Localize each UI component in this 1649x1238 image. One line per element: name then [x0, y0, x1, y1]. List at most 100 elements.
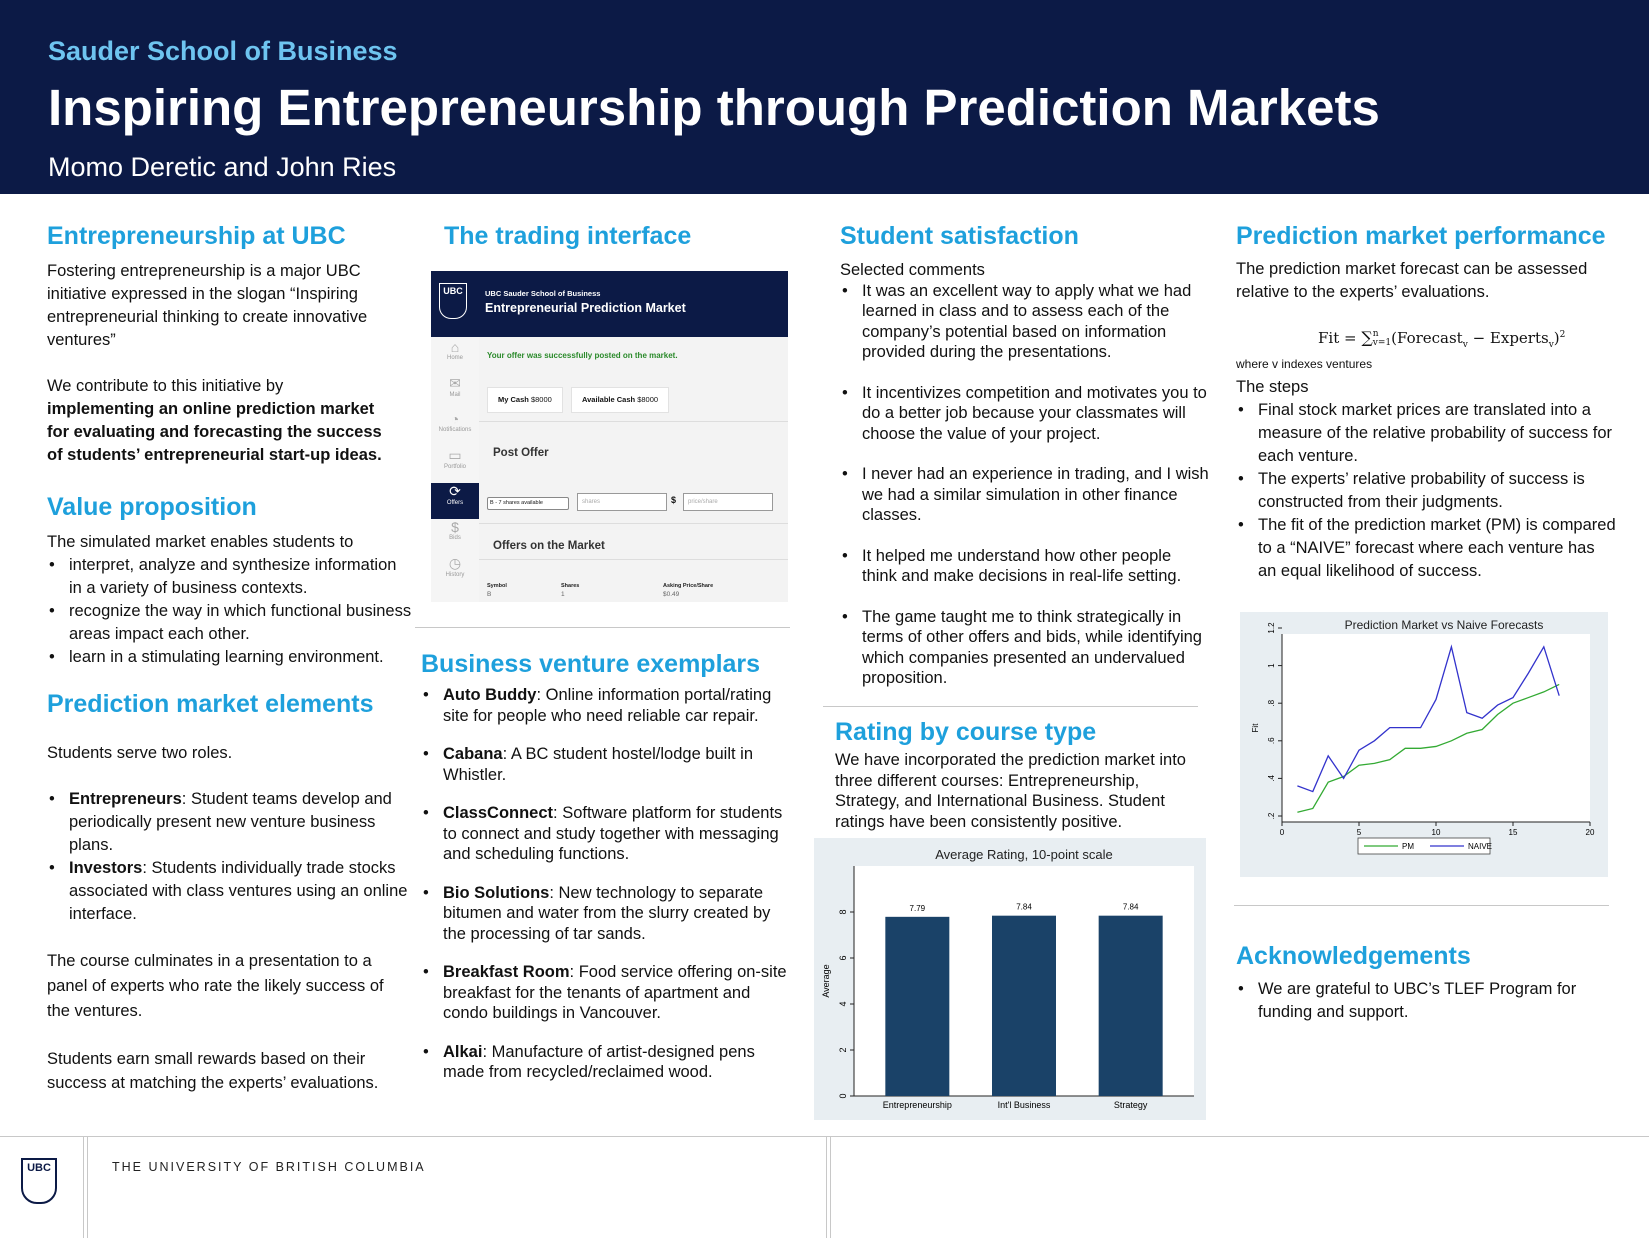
ubc-crest-icon: UBC: [21, 1158, 57, 1204]
ack-heading: Acknowledgements: [1236, 942, 1471, 970]
bar-2: [1098, 915, 1163, 1096]
formula-close: ): [1553, 329, 1560, 347]
value-item: interpret, analyze and synthesize inform…: [47, 554, 412, 600]
value-heading: Value proposition: [47, 493, 257, 521]
rewards-paragraph: Students earn small rewards based on the…: [47, 1050, 379, 1092]
role-term: Investors: [69, 859, 143, 877]
footer-divider-1: [83, 1136, 84, 1238]
comments-list: It was an excellent way to apply what we…: [840, 281, 1210, 689]
avail-cash-value: $8000: [637, 395, 659, 404]
footer-top-line: [0, 1136, 1649, 1137]
formula-limits: n v=1: [1373, 330, 1391, 348]
legend-label-pm: PM: [1402, 842, 1414, 851]
bar-y-tick-label: 2: [838, 1047, 848, 1052]
bar-category-label: Int'l Business: [998, 1100, 1051, 1110]
satisfaction-intro: Selected comments: [840, 261, 985, 279]
performance-heading: Prediction market performance: [1236, 222, 1606, 250]
poster-header: [0, 0, 1649, 194]
my-cash-value: $8000: [530, 395, 552, 404]
formula-sq: 2: [1559, 330, 1566, 340]
ui-nav-label: Bids: [449, 535, 461, 541]
entrepreneurship-p2: We contribute to this initiative by impl…: [47, 375, 392, 467]
line-y-tick-label: .8: [1267, 699, 1276, 706]
avail-cash-label: Available Cash: [582, 395, 636, 404]
ui-nav-notifications: ◔ Notifications: [431, 411, 479, 447]
exemplar-name: Bio Solutions: [443, 883, 550, 902]
value-intro: The simulated market enables students to: [47, 533, 354, 551]
ubc-logo-icon: UBC: [439, 283, 467, 319]
line-x-tick-label: 5: [1357, 828, 1362, 837]
ack-item: We are grateful to UBC’s TLEF Program fo…: [1236, 978, 1606, 1024]
ui-header-bar: [431, 271, 788, 337]
ui-nav-label: Home: [446, 355, 463, 361]
role-item: Investors: Students individually trade s…: [47, 857, 422, 926]
line-y-label: Fit: [1251, 723, 1260, 733]
formula-minus: − Experts: [1467, 329, 1549, 347]
ui-nav-offers: ⟳ Offers: [431, 483, 479, 519]
entrepreneurship-heading: Entrepreneurship at UBC: [47, 222, 346, 250]
entrepreneurship-text: Fostering entrepreneurship is a major UB…: [47, 260, 392, 467]
formula-sum: ∑: [1361, 328, 1373, 347]
formula-lhs: Fit =: [1318, 329, 1362, 347]
line-plot-area: [1282, 634, 1590, 822]
poster-title: Inspiring Entrepreneurship through Predi…: [48, 79, 1380, 136]
course-paragraph: The course culminates in a presentation …: [47, 952, 384, 1020]
ui-divider-2: [479, 523, 788, 524]
my-cash-box: My Cash $8000: [487, 387, 563, 413]
roles-list: Entrepreneurs: Student teams develop and…: [47, 788, 422, 926]
university-name: THE UNIVERSITY OF BRITISH COLUMBIA: [112, 1160, 426, 1174]
step-item: Final stock market prices are translated…: [1236, 399, 1616, 468]
exemplar-desc: : A BC student hostel/lodge built in Whi…: [443, 745, 754, 784]
rating-heading: Rating by course type: [835, 718, 1097, 746]
steps-list: Final stock market prices are translated…: [1236, 399, 1616, 583]
line-x-tick-label: 10: [1432, 828, 1441, 837]
line-chart-title: Prediction Market vs Naive Forecasts: [1345, 618, 1544, 632]
role-desc: : Students individually trade stocks ass…: [69, 859, 408, 923]
col3-divider: [823, 706, 1198, 707]
my-cash-label: My Cash: [498, 395, 529, 404]
bar-y-tick-label: 6: [838, 955, 848, 960]
entrepreneurship-p1: Fostering entrepreneurship is a major UB…: [47, 262, 368, 349]
exemplar-desc: : Manufacture of artist-designed pens ma…: [443, 1042, 755, 1082]
role-desc: : Student teams develop and periodically…: [69, 790, 392, 854]
line-chart: Prediction Market vs Naive Forecasts .2 .4…: [1251, 618, 1595, 855]
step-item: The fit of the prediction market (PM) is…: [1236, 514, 1616, 583]
exemplar-desc: : Food service offering on-site breakfas…: [443, 963, 787, 1022]
bar-y-tick-label: 8: [838, 909, 848, 914]
exemplar-item: Bio Solutions: New technology to separat…: [421, 883, 791, 945]
ui-col-shares: Shares: [561, 583, 580, 589]
school-name: Sauder School of Business: [48, 36, 398, 66]
ui-school: UBC Sauder School of Business: [485, 289, 601, 298]
fit-formula: Fit = ∑ n v=1 (Forecastv − Expertsv)2: [1318, 328, 1565, 350]
ui-nav-label: Offers: [446, 500, 464, 506]
exemplar-name: Breakfast Room: [443, 963, 570, 981]
rating-text: We have incorporated the prediction mark…: [835, 751, 1186, 831]
role-item: Entrepreneurs: Student teams develop and…: [47, 788, 422, 857]
formula-sup: n: [1372, 329, 1379, 339]
value-list: interpret, analyze and synthesize inform…: [47, 554, 412, 669]
role-term: Entrepreneurs: [69, 790, 182, 808]
comment-item: It was an excellent way to apply what we…: [840, 281, 1210, 363]
steps-text: The steps Final stock market prices are …: [1236, 376, 1616, 583]
formula-sub: v=1: [1372, 338, 1392, 348]
line-y-tick-label: .2: [1267, 812, 1276, 819]
ui-post-offer: Post Offer: [493, 447, 549, 459]
bar-value-label: 7.79: [910, 904, 926, 913]
bar-y-label: Average: [821, 964, 831, 997]
exemplar-item: Breakfast Room: Food service offering on…: [421, 962, 791, 1024]
line-x-tick-label: 20: [1586, 828, 1595, 837]
ui-nav-portfolio: ▭ Portfolio: [431, 447, 479, 483]
exemplars-text: Auto Buddy: Online information portal/ra…: [421, 685, 791, 1101]
col2-divider: [415, 627, 790, 628]
comment-item: The game taught me to think strategicall…: [840, 607, 1210, 689]
ui-nav-home: ⌂ Home: [431, 339, 479, 375]
step-item: The experts’ relative probability of suc…: [1236, 468, 1616, 514]
exemplars-heading: Business venture exemplars: [421, 650, 761, 678]
legend-label-naive: NAIVE: [1468, 842, 1492, 851]
bar-category-label: Entrepreneurship: [883, 1100, 952, 1110]
comment-item: I never had an experience in trading, an…: [840, 464, 1210, 526]
bar-value-label: 7.84: [1016, 903, 1032, 912]
ui-price-input: price/share: [683, 493, 773, 511]
avail-cash-box: Available Cash $8000: [571, 387, 670, 413]
comment-item: It incentivizes competition and motivate…: [840, 383, 1210, 445]
